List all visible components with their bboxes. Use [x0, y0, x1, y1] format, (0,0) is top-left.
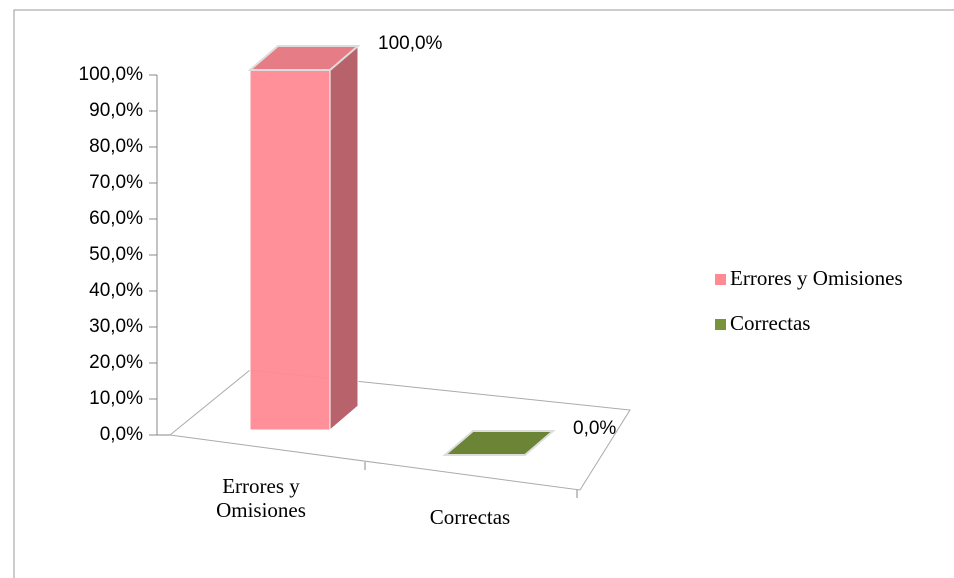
floor: [168, 369, 631, 491]
y-tick-label: 40,0%: [89, 280, 143, 301]
y-tick-label: 20,0%: [89, 352, 143, 373]
chart-border: [13, 9, 954, 578]
value-label: 0,0%: [573, 418, 616, 439]
y-tick-label: 90,0%: [89, 100, 143, 121]
bar-top: [247, 45, 361, 71]
bar-side: [329, 44, 359, 432]
y-tick-label: 50,0%: [89, 244, 143, 265]
x-tick-label: Errores y Omisiones: [216, 474, 306, 522]
y-tick-label: 70,0%: [89, 172, 143, 193]
legend-label: Correctas: [730, 311, 810, 335]
bar-front: [249, 69, 331, 431]
y-tick-label: 0,0%: [100, 424, 143, 445]
legend-swatch: [715, 274, 726, 285]
value-label: 100,0%: [378, 33, 443, 54]
legend-swatch: [715, 319, 726, 330]
y-tick-label: 80,0%: [89, 136, 143, 157]
legend-label: Errores y Omisiones: [730, 266, 903, 290]
bar-top: [442, 430, 556, 456]
y-tick-label: 30,0%: [89, 316, 143, 337]
y-tick-label: 10,0%: [89, 388, 143, 409]
y-tick-label: 100,0%: [79, 64, 144, 85]
x-tick-label: Correctas: [429, 505, 511, 529]
y-tick-label: 60,0%: [89, 208, 143, 229]
